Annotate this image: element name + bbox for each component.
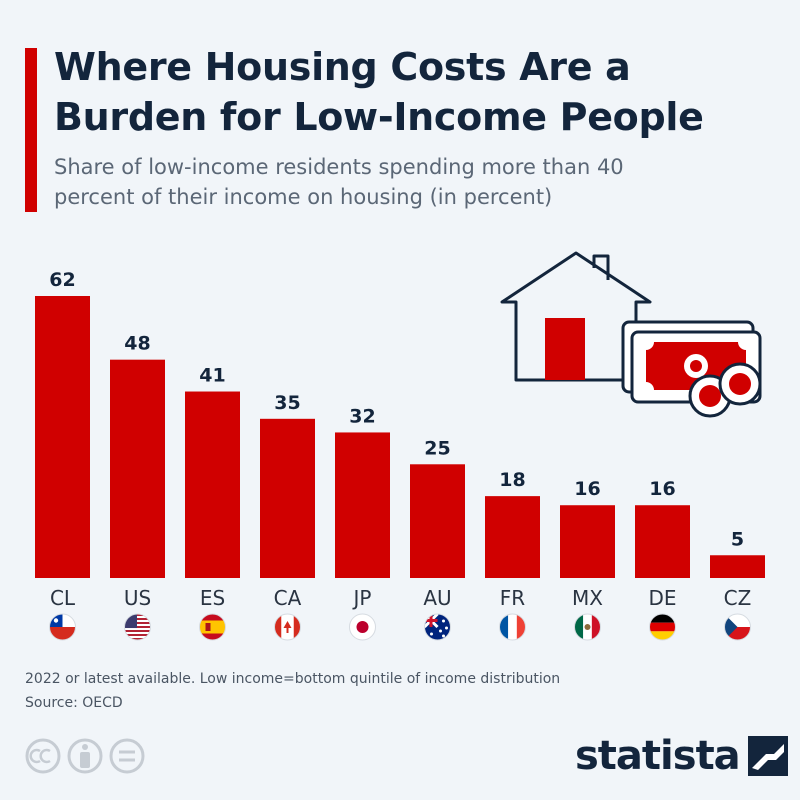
category-label-de: DE xyxy=(648,586,676,610)
data-label-de: 16 xyxy=(649,478,675,500)
bar-chart: 62 CL 48 US 41 ES 35 CA 32 JP 25 AU 18 FR 16 MX 16 DE 5 CZ xyxy=(35,269,765,641)
bar-mx xyxy=(560,505,615,578)
house-door-icon xyxy=(545,318,585,380)
chart-title: Where Housing Costs Are a Burden for Low… xyxy=(54,45,704,139)
data-label-jp: 32 xyxy=(349,405,375,427)
category-label-jp: JP xyxy=(352,586,372,610)
category-label-us: US xyxy=(124,586,151,610)
category-label-ca: CA xyxy=(274,586,302,610)
bar-cz xyxy=(710,555,765,578)
category-label-mx: MX xyxy=(572,586,603,610)
category-label-au: AU xyxy=(423,586,451,610)
bar-de xyxy=(635,505,690,578)
bar-fr xyxy=(485,496,540,578)
spain-flag-icon xyxy=(199,613,226,641)
no-derivatives-icon xyxy=(109,738,145,774)
statista-logo: statista xyxy=(575,733,788,779)
france-flag-icon xyxy=(499,613,526,641)
license-icons xyxy=(25,738,145,774)
chimney-icon xyxy=(592,254,610,280)
category-label-es: ES xyxy=(200,586,225,610)
data-label-fr: 18 xyxy=(499,469,525,491)
canada-flag-icon xyxy=(274,613,301,641)
bar-ca xyxy=(260,418,315,578)
creative-commons-icon xyxy=(25,738,61,774)
title-accent-bar xyxy=(25,48,37,212)
bar-cl xyxy=(35,296,90,578)
footnote-source: Source: OECD xyxy=(25,695,123,711)
attribution-icon xyxy=(67,738,103,774)
bar-jp xyxy=(335,432,390,578)
statista-logo-mark-icon xyxy=(747,736,788,776)
bar-au xyxy=(410,464,465,578)
japan-flag-icon xyxy=(349,613,376,641)
data-label-es: 41 xyxy=(199,365,225,387)
data-label-mx: 16 xyxy=(574,478,600,500)
category-label-cz: CZ xyxy=(724,586,752,610)
data-label-us: 48 xyxy=(124,333,150,355)
czechia-flag-icon xyxy=(724,613,751,641)
data-label-cl: 62 xyxy=(49,269,75,291)
data-label-au: 25 xyxy=(424,437,450,459)
bar-es xyxy=(185,391,240,578)
data-label-cz: 5 xyxy=(731,528,744,550)
category-label-cl: CL xyxy=(50,586,76,610)
germany-flag-icon xyxy=(649,613,676,641)
footnote: 2022 or latest available. Low income=bot… xyxy=(25,667,560,715)
usa-flag-icon xyxy=(124,613,151,641)
footnote-note: 2022 or latest available. Low income=bot… xyxy=(25,671,561,687)
data-label-ca: 35 xyxy=(274,392,300,414)
chile-flag-icon xyxy=(49,613,76,641)
australia-flag-icon xyxy=(424,613,451,641)
house-money-illustration xyxy=(500,251,762,418)
chart-subtitle: Share of low-income residents spending m… xyxy=(54,155,624,209)
category-label-fr: FR xyxy=(500,586,526,610)
bar-us xyxy=(110,359,165,578)
statista-logo-text: statista xyxy=(575,733,741,779)
mexico-flag-icon xyxy=(574,613,601,641)
